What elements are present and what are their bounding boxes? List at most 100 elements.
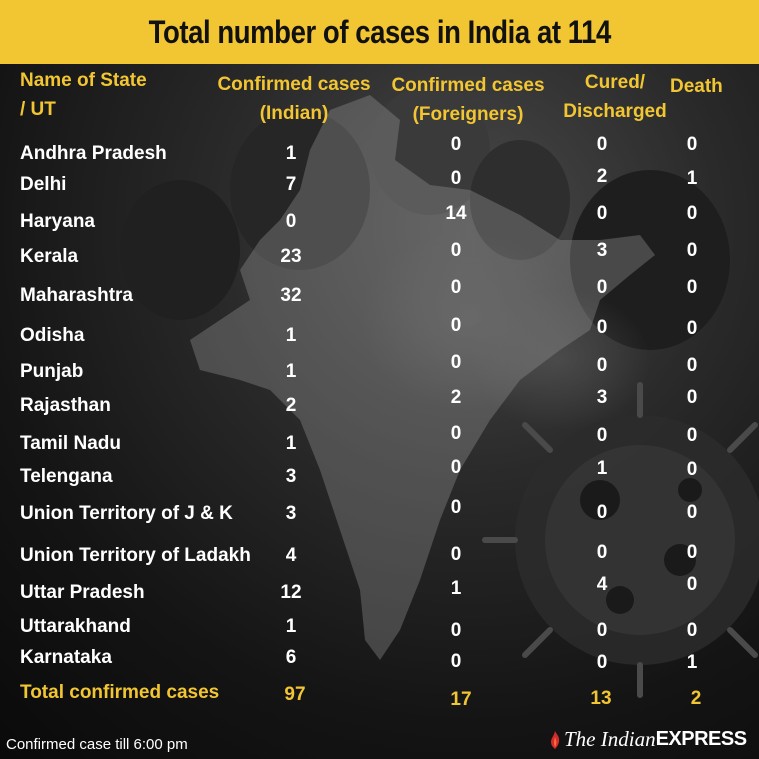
state-name: Andhra Pradesh xyxy=(20,143,167,164)
confirmed-indian: 3 xyxy=(285,503,297,524)
confirmed-indian: 1 xyxy=(285,143,297,164)
page-title: Total number of cases in India at 114 xyxy=(148,13,611,50)
confirmed-indian: 7 xyxy=(285,174,297,195)
cured-discharged: 1 xyxy=(596,458,608,479)
confirmed-foreign: 0 xyxy=(450,134,462,155)
cured-discharged: 3 xyxy=(596,387,608,408)
footer-note: Confirmed case till 6:00 pm xyxy=(6,736,188,753)
confirmed-indian: 12 xyxy=(280,582,302,603)
header-foreign: Confirmed cases (Foreigners) xyxy=(386,71,550,129)
header-state: Name of State / UT xyxy=(20,66,147,124)
death-count: 1 xyxy=(686,168,698,189)
state-name: Odisha xyxy=(20,325,85,346)
state-name: Uttar Pradesh xyxy=(20,582,145,603)
state-name: Maharashtra xyxy=(20,285,133,306)
total-indian: 97 xyxy=(284,684,306,705)
cured-discharged: 0 xyxy=(596,355,608,376)
confirmed-indian: 1 xyxy=(285,616,297,637)
total-foreign: 17 xyxy=(450,689,472,710)
confirmed-indian: 1 xyxy=(285,325,297,346)
brand-text-the-indian: The Indian xyxy=(564,727,656,751)
header-death: Death xyxy=(670,76,723,97)
state-name: Telengana xyxy=(20,466,113,487)
confirmed-foreign: 0 xyxy=(450,651,462,672)
confirmed-foreign: 0 xyxy=(450,544,462,565)
confirmed-indian: 2 xyxy=(285,395,297,416)
state-name: Tamil Nadu xyxy=(20,433,121,454)
death-count: 0 xyxy=(686,203,698,224)
header-foreign-line1: Confirmed cases xyxy=(391,75,545,96)
cured-discharged: 0 xyxy=(596,277,608,298)
confirmed-foreign: 0 xyxy=(450,277,462,298)
cured-discharged: 2 xyxy=(596,166,608,187)
confirmed-foreign: 0 xyxy=(450,352,462,373)
state-name: Punjab xyxy=(20,361,84,382)
cured-discharged: 0 xyxy=(596,620,608,641)
confirmed-foreign: 0 xyxy=(450,423,462,444)
header-indian-line2: (Indian) xyxy=(259,103,329,124)
confirmed-foreign: 0 xyxy=(450,457,462,478)
death-count: 0 xyxy=(686,574,698,595)
header-cured-line1: Cured/ xyxy=(584,72,646,93)
header-state-line2: / UT xyxy=(20,99,56,120)
state-name: Kerala xyxy=(20,246,79,267)
cured-discharged: 0 xyxy=(596,203,608,224)
total-label: Total confirmed cases xyxy=(20,682,220,703)
death-count: 0 xyxy=(686,542,698,563)
death-count: 0 xyxy=(686,240,698,261)
state-name: Union Territory of J & K xyxy=(20,503,233,524)
cured-discharged: 0 xyxy=(596,502,608,523)
death-count: 0 xyxy=(686,355,698,376)
death-count: 1 xyxy=(686,652,698,673)
header-indian-line1: Confirmed cases xyxy=(217,74,371,95)
brand-text-express: EXPRESS xyxy=(655,728,747,750)
total-death: 2 xyxy=(690,688,702,709)
confirmed-indian: 3 xyxy=(285,466,297,487)
state-name: Haryana xyxy=(20,211,95,232)
confirmed-indian: 32 xyxy=(280,285,302,306)
state-name: Karnataka xyxy=(20,647,112,668)
confirmed-indian: 1 xyxy=(285,433,297,454)
death-count: 0 xyxy=(686,277,698,298)
death-count: 0 xyxy=(686,459,698,480)
confirmed-indian: 1 xyxy=(285,361,297,382)
cured-discharged: 0 xyxy=(596,134,608,155)
flame-icon xyxy=(551,730,560,749)
total-cured: 13 xyxy=(590,688,612,709)
confirmed-indian: 23 xyxy=(280,246,302,267)
confirmed-foreign: 0 xyxy=(450,620,462,641)
crowd-silhouettes xyxy=(120,85,730,430)
death-count: 0 xyxy=(686,425,698,446)
confirmed-foreign: 0 xyxy=(450,315,462,336)
state-name: Rajasthan xyxy=(20,395,111,416)
confirmed-foreign: 1 xyxy=(450,578,462,599)
death-count: 0 xyxy=(686,318,698,339)
state-name: Union Territory of Ladakh xyxy=(20,545,251,566)
cured-discharged: 4 xyxy=(596,574,608,595)
confirmed-foreign: 0 xyxy=(450,497,462,518)
title-bar: Total number of cases in India at 114 xyxy=(0,0,759,64)
death-count: 0 xyxy=(686,134,698,155)
header-foreign-line2: (Foreigners) xyxy=(412,104,524,125)
death-count: 0 xyxy=(686,502,698,523)
header-cured: Cured/ Discharged xyxy=(560,68,670,126)
state-name: Delhi xyxy=(20,174,67,195)
cured-discharged: 0 xyxy=(596,542,608,563)
confirmed-indian: 0 xyxy=(285,211,297,232)
cured-discharged: 0 xyxy=(596,317,608,338)
header-state-line1: Name of State xyxy=(20,70,147,91)
header-indian: Confirmed cases (Indian) xyxy=(213,70,375,128)
confirmed-indian: 4 xyxy=(285,545,297,566)
confirmed-foreign: 0 xyxy=(450,240,462,261)
state-name: Uttarakhand xyxy=(20,616,131,637)
confirmed-foreign: 0 xyxy=(450,168,462,189)
india-map-silhouette xyxy=(190,95,655,660)
cured-discharged: 0 xyxy=(596,425,608,446)
death-count: 0 xyxy=(686,620,698,641)
confirmed-indian: 6 xyxy=(285,647,297,668)
confirmed-foreign: 14 xyxy=(445,203,467,224)
cured-discharged: 3 xyxy=(596,240,608,261)
confirmed-foreign: 2 xyxy=(450,387,462,408)
